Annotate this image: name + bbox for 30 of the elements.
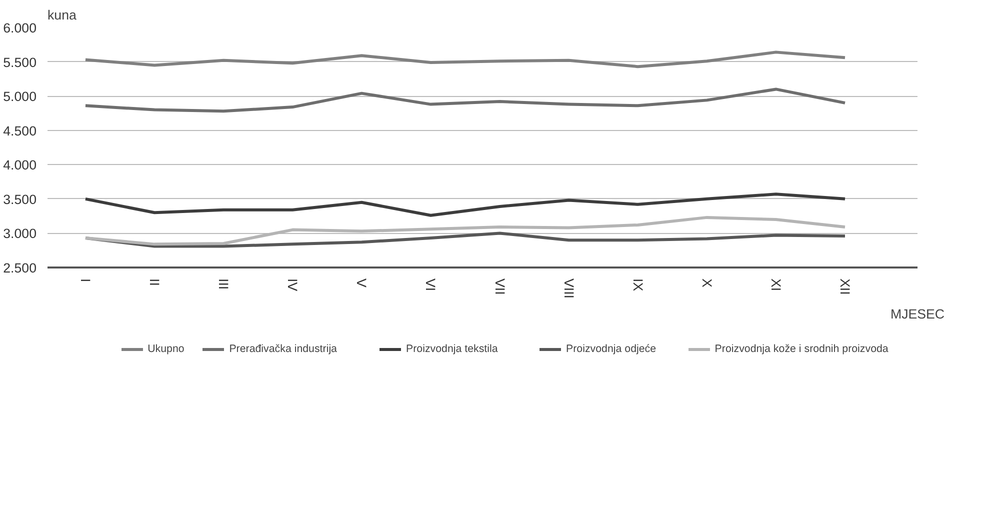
x-tick-label: I: [78, 278, 93, 282]
y-tick-label: 3.500: [3, 192, 37, 207]
y-tick-label: 2.500: [3, 260, 37, 276]
legend-label: Proizvodnja kože i srodnih proizvoda: [714, 343, 888, 355]
x-tick-label: V: [354, 278, 370, 288]
y-tick-label: 5.000: [3, 89, 37, 104]
x-tick-label: VI: [423, 278, 438, 292]
x-tick-label: X: [699, 278, 714, 288]
x-tick-label: IX: [630, 278, 646, 292]
x-tick-label: II: [147, 278, 162, 286]
y-tick-label: 6.000: [3, 20, 37, 36]
x-tick-label: VIII: [561, 278, 576, 298]
legend-label: Proizvodnja odjeće: [566, 343, 656, 355]
x-tick-label: XII: [838, 278, 852, 295]
legend-label: Prerađivačka industrija: [229, 343, 337, 355]
y-tick-label: 4.000: [3, 158, 37, 173]
y-tick-label: 3.000: [3, 226, 37, 242]
x-axis-title: MJESEC: [890, 306, 945, 322]
legend-label: Ukupno: [148, 343, 184, 355]
x-tick-label: XI: [768, 278, 784, 292]
y-tick-label: 4.500: [3, 123, 37, 138]
x-tick-label: III: [216, 278, 232, 290]
legend-label: Proizvodnja tekstila: [406, 343, 498, 355]
line-series: [84, 192, 846, 217]
x-tick-label: VII: [492, 278, 508, 295]
y-tick-label: 5.500: [3, 54, 37, 70]
line-series: [84, 88, 846, 113]
x-tick-label: IV: [285, 278, 300, 292]
y-axis-title: kuna: [48, 8, 77, 22]
line-series: [84, 50, 846, 68]
